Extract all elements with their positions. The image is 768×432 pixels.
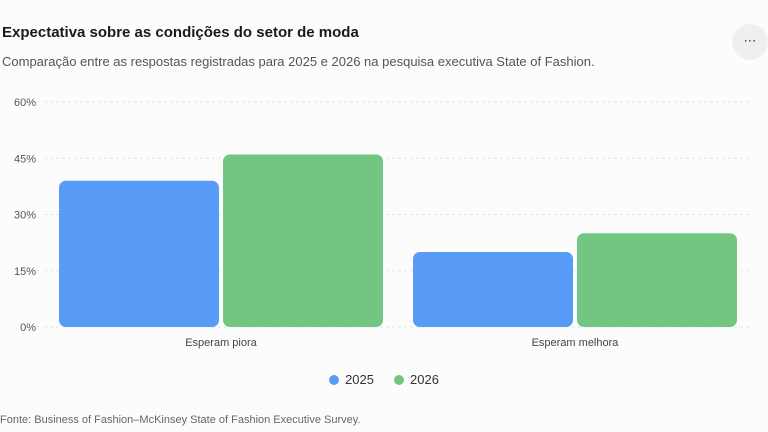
y-tick-label: 30% (14, 210, 36, 222)
more-horizontal-icon: ⋯ (743, 33, 757, 48)
legend-label: 2025 (345, 372, 374, 387)
y-tick-label: 15% (14, 266, 36, 278)
legend-label: 2026 (410, 372, 439, 387)
legend: 2025 2026 (0, 372, 768, 387)
x-tick-label: Esperam melhora (532, 337, 620, 349)
more-options-button[interactable]: ⋯ (732, 24, 768, 60)
legend-item-2025[interactable]: 2025 (329, 372, 374, 387)
bar-2026-1[interactable] (577, 233, 737, 327)
bar-2025-1[interactable] (413, 252, 573, 327)
bars (59, 154, 737, 328)
legend-item-2026[interactable]: 2026 (394, 372, 439, 387)
source-note: Fonte: Business of Fashion–McKinsey Stat… (0, 414, 361, 426)
y-tick-label: 0% (20, 322, 36, 334)
bar-2026-0[interactable] (223, 154, 383, 328)
chart-subtitle: Comparação entre as respostas registrada… (2, 54, 595, 69)
y-tick-label: 45% (14, 153, 36, 165)
chart-title: Expectativa sobre as condições do setor … (2, 24, 359, 41)
x-tick-label: Esperam piora (185, 337, 257, 349)
x-axis-ticks: Esperam piora Esperam melhora (185, 337, 619, 349)
bar-2025-0[interactable] (59, 180, 219, 327)
y-tick-label: 60% (14, 97, 36, 109)
y-axis-ticks: 0% 15% 30% 45% 60% (14, 97, 36, 334)
legend-swatch (394, 374, 404, 385)
legend-swatch (329, 374, 340, 385)
bar-chart: 0% 15% 30% 45% 60% Esperam piora Esperam melh… (14, 97, 752, 349)
